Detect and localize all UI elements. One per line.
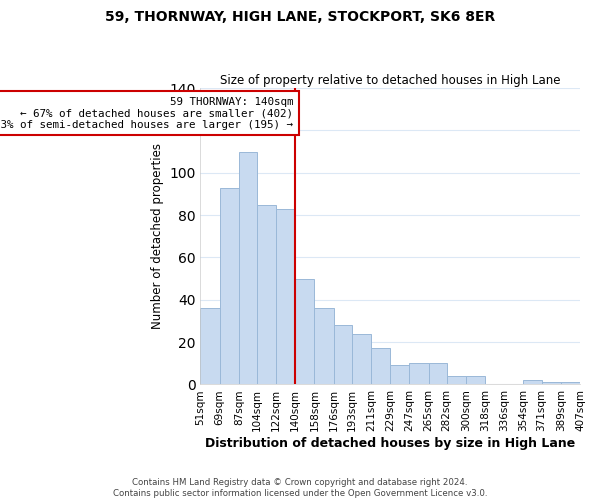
Bar: [314, 308, 334, 384]
Bar: [276, 209, 295, 384]
Bar: [523, 380, 542, 384]
Bar: [371, 348, 390, 384]
Bar: [295, 278, 314, 384]
Bar: [409, 364, 428, 384]
Bar: [220, 188, 239, 384]
Bar: [352, 334, 371, 384]
Bar: [466, 376, 485, 384]
Text: 59 THORNWAY: 140sqm
← 67% of detached houses are smaller (402)
33% of semi-detac: 59 THORNWAY: 140sqm ← 67% of detached ho…: [0, 96, 293, 130]
Y-axis label: Number of detached properties: Number of detached properties: [151, 144, 164, 330]
Bar: [200, 308, 220, 384]
Title: Size of property relative to detached houses in High Lane: Size of property relative to detached ho…: [220, 74, 560, 87]
Bar: [390, 366, 409, 384]
Bar: [447, 376, 466, 384]
Bar: [334, 325, 352, 384]
Bar: [542, 382, 561, 384]
Text: 59, THORNWAY, HIGH LANE, STOCKPORT, SK6 8ER: 59, THORNWAY, HIGH LANE, STOCKPORT, SK6 …: [105, 10, 495, 24]
Bar: [428, 364, 447, 384]
X-axis label: Distribution of detached houses by size in High Lane: Distribution of detached houses by size …: [205, 437, 575, 450]
Text: Contains HM Land Registry data © Crown copyright and database right 2024.
Contai: Contains HM Land Registry data © Crown c…: [113, 478, 487, 498]
Bar: [257, 204, 276, 384]
Bar: [561, 382, 580, 384]
Bar: [239, 152, 257, 384]
